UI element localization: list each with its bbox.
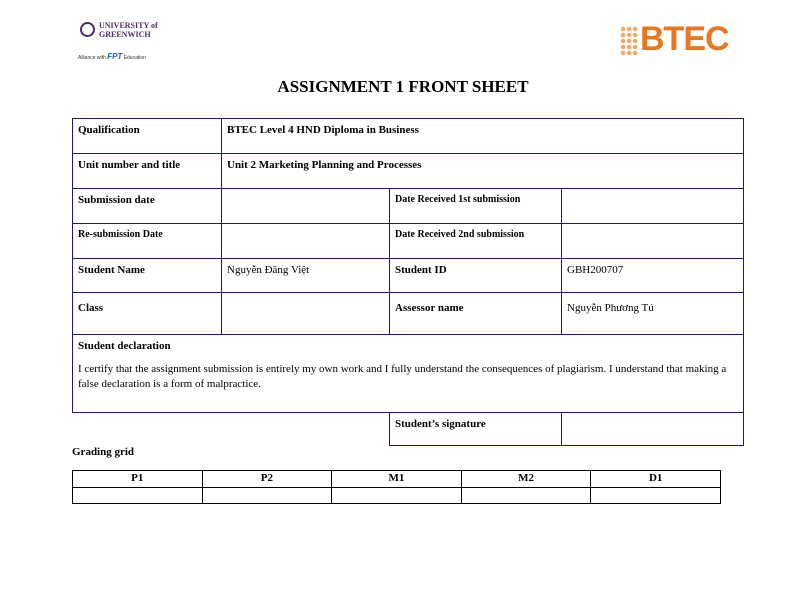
grading-grid-heading: Grading grid xyxy=(72,446,135,458)
university-greenwich-logo: UNIVERSITY of GREENWICH Alliance with FP… xyxy=(78,20,168,64)
student-id-label: Student ID xyxy=(389,258,562,293)
date-received-1st-value xyxy=(561,188,744,224)
resubmission-date-value xyxy=(221,223,390,259)
student-id-value: GBH200707 xyxy=(561,258,744,293)
qualification-label: Qualification xyxy=(72,118,222,154)
dots-icon xyxy=(620,26,638,56)
page-title: ASSIGNMENT 1 FRONT SHEET xyxy=(277,77,529,96)
unit-value: Unit 2 Marketing Planning and Processes xyxy=(221,153,744,189)
signature-value xyxy=(561,412,744,446)
grading-header-p1: P1 xyxy=(72,470,203,488)
assessor-name-label: Assessor name xyxy=(389,292,562,335)
unit-label: Unit number and title xyxy=(72,153,222,189)
class-value xyxy=(221,292,390,335)
grading-header-m1: M1 xyxy=(331,470,462,488)
grading-header-d1: D1 xyxy=(590,470,721,488)
resubmission-date-label: Re-submission Date xyxy=(72,223,222,259)
grading-cell-m2 xyxy=(460,487,592,504)
date-received-1st-label: Date Received 1st submission xyxy=(389,188,562,224)
alliance-text: Alliance with xyxy=(78,55,106,61)
class-label: Class xyxy=(72,292,222,335)
submission-date-label: Submission date xyxy=(72,188,222,224)
grading-cell-m1 xyxy=(331,487,462,504)
university-name: UNIVERSITY of GREENWICH xyxy=(99,21,158,39)
student-name-label: Student Name xyxy=(72,258,222,293)
grading-cell-p1 xyxy=(72,487,203,504)
date-received-2nd-label: Date Received 2nd submission xyxy=(389,223,562,259)
date-received-2nd-value xyxy=(561,223,744,259)
signature-label: Student’s signature xyxy=(389,412,562,446)
grading-header-m2: M2 xyxy=(460,470,592,488)
btec-text: BTEC xyxy=(640,20,730,58)
grading-header-p2: P2 xyxy=(201,470,333,488)
education-text: Education xyxy=(123,55,146,61)
crest-icon xyxy=(80,22,95,37)
student-declaration: Student declaration I certify that the a… xyxy=(72,334,744,413)
qualification-value: BTEC Level 4 HND Diploma in Business xyxy=(221,118,744,154)
fpt-logo: FPT xyxy=(107,52,123,61)
grading-cell-p2 xyxy=(201,487,333,504)
assessor-name-value: Nguyễn Phương Tú xyxy=(561,292,744,335)
submission-date-value xyxy=(221,188,390,224)
grading-cell-d1 xyxy=(590,487,721,504)
declaration-text: I certify that the assignment submission… xyxy=(78,363,727,390)
declaration-heading: Student declaration xyxy=(78,340,171,352)
student-name-value: Nguyễn Đăng Việt xyxy=(221,258,390,293)
